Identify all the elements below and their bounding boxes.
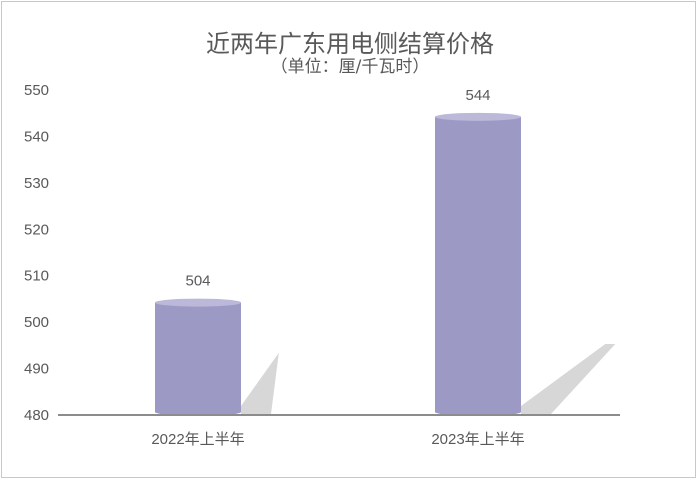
y-tick-label: 510 [24, 268, 49, 285]
x-tick-label: 2022年上半年 [151, 431, 244, 448]
bar [435, 116, 521, 416]
bar-top [435, 112, 521, 121]
y-tick-label: 520 [24, 221, 49, 238]
x-tick-label: 2023年上半年 [431, 431, 524, 448]
data-label: 504 [185, 273, 210, 290]
bar-shadow [521, 344, 616, 414]
bar [155, 302, 241, 416]
chart-frame [1, 1, 696, 478]
y-tick-label: 550 [24, 82, 49, 99]
chart-subtitle: （单位：厘/千瓦时） [270, 57, 430, 77]
y-tick-label: 480 [24, 407, 49, 424]
bar-shadow [241, 352, 279, 414]
y-tick-label: 490 [24, 361, 49, 378]
bar-top [155, 298, 241, 307]
chart-title: 近两年广东用电侧结算价格 [206, 30, 494, 58]
data-label: 544 [465, 87, 490, 104]
y-tick-label: 530 [24, 175, 49, 192]
y-tick-label: 540 [24, 128, 49, 145]
y-tick-label: 500 [24, 314, 49, 331]
